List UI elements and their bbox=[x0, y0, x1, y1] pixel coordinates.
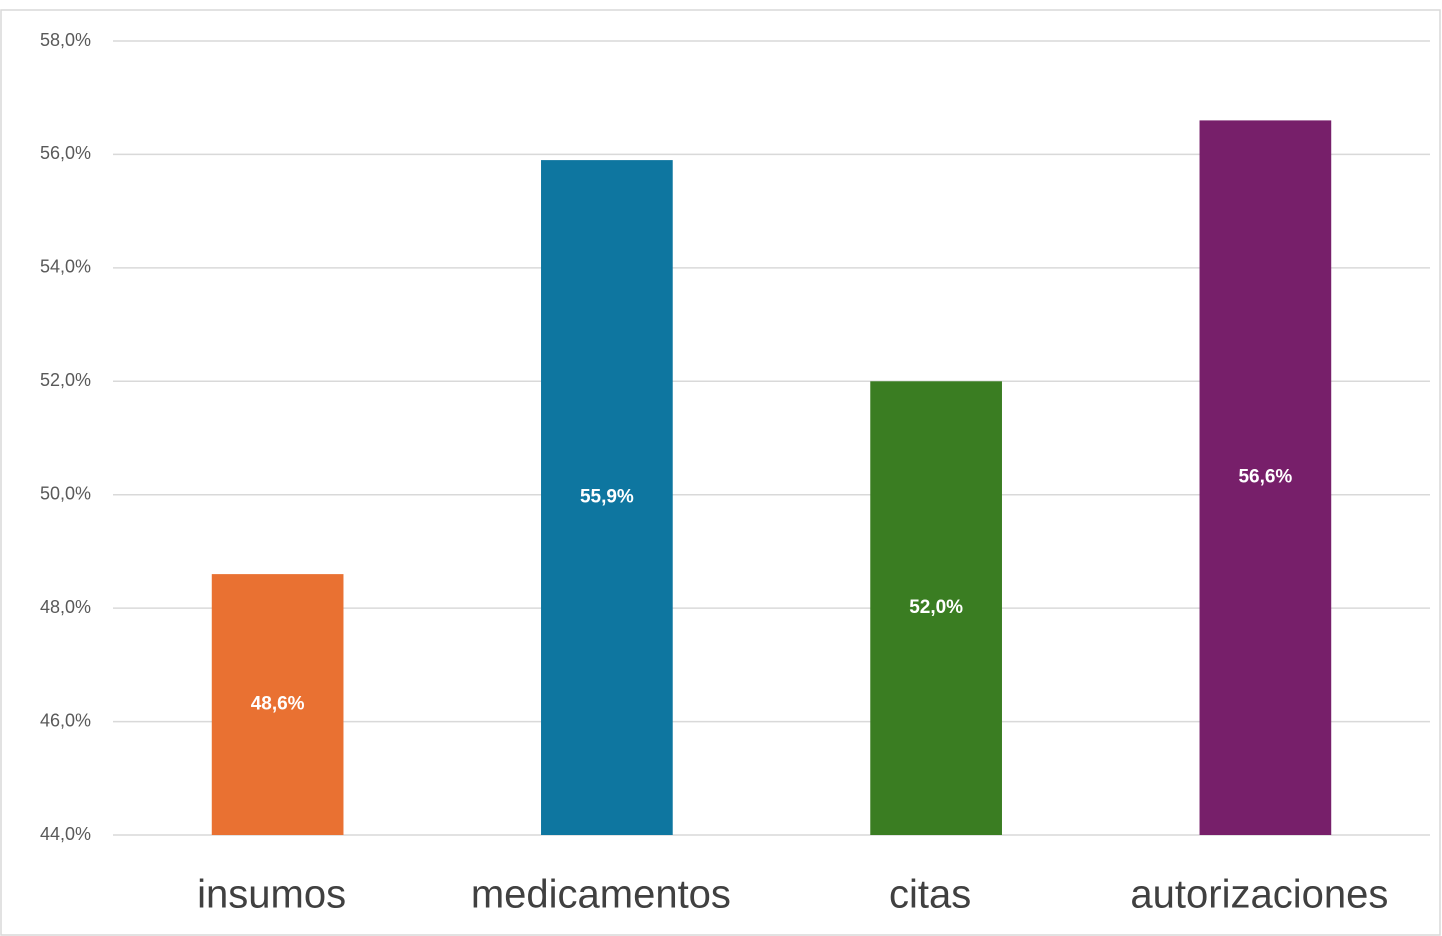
data-label: 55,9% bbox=[580, 487, 634, 508]
y-tick-label: 48,0% bbox=[40, 597, 91, 617]
y-tick-label: 44,0% bbox=[40, 824, 91, 844]
bar bbox=[541, 160, 673, 836]
data-label: 48,6% bbox=[251, 694, 305, 715]
data-label: 56,6% bbox=[1238, 467, 1292, 488]
y-tick-label: 56,0% bbox=[40, 143, 91, 163]
bar bbox=[1199, 120, 1332, 835]
x-tick-label: autorizaciones bbox=[1130, 873, 1388, 917]
y-tick-label: 54,0% bbox=[40, 257, 91, 277]
y-tick-label: 46,0% bbox=[40, 710, 91, 730]
y-tick-label: 58,0% bbox=[40, 30, 91, 50]
data-label: 52,0% bbox=[909, 597, 963, 618]
x-tick-label: insumos bbox=[197, 873, 346, 917]
x-tick-label: medicamentos bbox=[471, 873, 731, 917]
bar bbox=[870, 381, 1002, 835]
y-tick-label: 50,0% bbox=[40, 483, 91, 503]
x-tick-label: citas bbox=[889, 873, 971, 917]
bar bbox=[211, 574, 344, 835]
y-tick-label: 52,0% bbox=[40, 370, 91, 390]
